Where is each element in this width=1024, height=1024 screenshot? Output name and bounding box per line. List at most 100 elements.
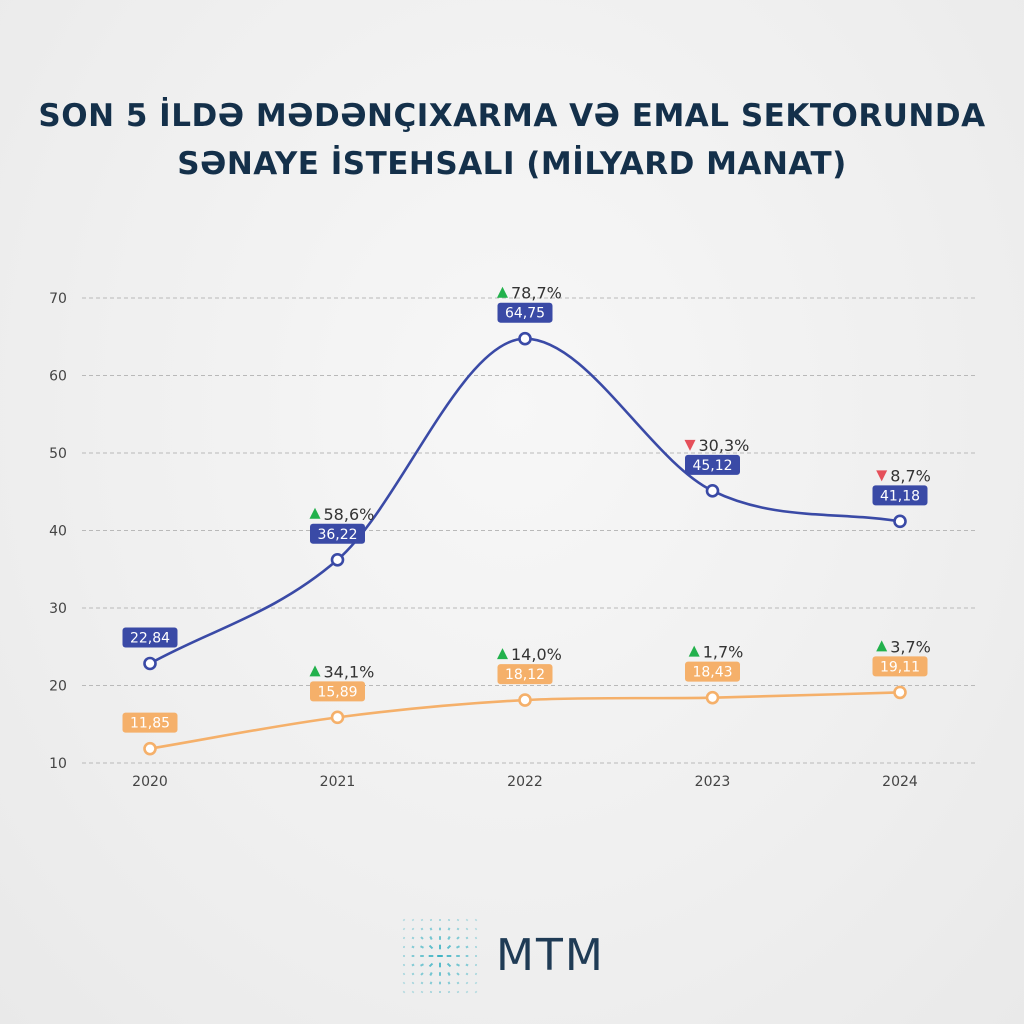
brand-logo: MTM — [398, 912, 638, 1002]
logo-dot — [439, 927, 441, 931]
logo-dot — [402, 963, 406, 967]
logo-dot — [439, 991, 441, 993]
data-label: 18,43 — [692, 665, 732, 681]
logo-dot — [420, 981, 424, 985]
up-arrow-icon — [688, 645, 700, 657]
data-point — [893, 514, 907, 529]
logo-dot — [411, 918, 415, 922]
data-point — [143, 741, 157, 756]
logo-dot — [474, 927, 478, 931]
data-label: 45,12 — [692, 458, 732, 474]
y-tick-label: 40 — [49, 524, 67, 540]
logo-dot — [402, 936, 406, 940]
value-badge — [497, 302, 553, 323]
x-tick-label: 2023 — [695, 774, 731, 790]
logo-dot — [420, 963, 424, 967]
logo-dot — [402, 945, 406, 949]
data-label: 64,75 — [505, 306, 545, 322]
logo-dot — [429, 936, 433, 940]
data-label: 15,89 — [317, 684, 357, 700]
brand-name: MTM — [496, 930, 605, 981]
change-label: 3,7% — [890, 637, 931, 656]
logo-dot — [474, 981, 478, 985]
logo-dot — [411, 936, 415, 940]
logo-dot — [465, 972, 469, 976]
logo-dot — [456, 945, 460, 949]
logo-dot — [439, 972, 441, 976]
logo-dot — [420, 936, 424, 940]
page-title: SON 5 İLDƏ MƏDƏNÇIXARMA VƏ EMAL SEKTORUN… — [0, 92, 1024, 188]
up-arrow-icon — [309, 665, 321, 677]
up-arrow-icon — [309, 507, 321, 519]
logo-dot — [402, 972, 406, 976]
x-tick-label: 2021 — [320, 774, 356, 790]
down-arrow-icon — [876, 470, 888, 482]
x-tick-label: 2022 — [507, 774, 543, 790]
value-badge — [872, 656, 928, 677]
logo-dot — [447, 981, 451, 985]
logo-dot — [420, 990, 424, 994]
logo-dot — [465, 990, 469, 994]
logo-dot — [456, 990, 460, 994]
logo-dot — [428, 944, 434, 950]
logo-dot — [402, 918, 406, 922]
logo-dot — [420, 927, 424, 931]
series-line-1 — [149, 337, 901, 665]
down-arrow-icon — [684, 439, 696, 451]
logo-dot — [447, 918, 451, 922]
logo-dot — [447, 972, 451, 976]
logo-dot — [420, 972, 424, 976]
logo-dot — [411, 927, 415, 931]
logo-dot — [456, 963, 460, 967]
logo-dot — [403, 955, 405, 957]
logo-dot — [428, 962, 434, 968]
data-point — [518, 331, 532, 346]
logo-dot — [446, 962, 452, 968]
logo-dot — [411, 981, 415, 985]
value-badge — [310, 523, 365, 544]
logo-dot — [420, 955, 424, 957]
value-badge — [497, 664, 553, 685]
logo-dot — [420, 945, 424, 949]
logo-dot — [439, 962, 441, 968]
logo-dot — [411, 963, 415, 967]
logo-dot — [456, 936, 460, 940]
data-label: 22,84 — [130, 630, 170, 646]
y-tick-label: 30 — [49, 601, 67, 617]
change-label: 8,7% — [890, 466, 931, 485]
logo-dot — [465, 963, 469, 967]
logo-dot — [465, 936, 469, 940]
change-label: 14,0% — [511, 645, 562, 664]
logo-dot — [411, 955, 415, 957]
logo-dot — [456, 972, 460, 976]
logo-dot — [402, 990, 406, 994]
change-label: 30,3% — [699, 436, 750, 455]
data-point — [330, 710, 345, 725]
data-label: 36,22 — [317, 527, 357, 543]
logo-dot — [439, 981, 441, 985]
value-badge — [872, 485, 928, 506]
data-point — [330, 552, 345, 567]
x-tick-label: 2020 — [132, 774, 168, 790]
logo-dot — [429, 918, 433, 922]
data-point — [518, 693, 532, 707]
value-badge — [685, 454, 740, 475]
data-point — [705, 484, 720, 498]
logo-dot — [456, 927, 460, 931]
y-tick-label: 60 — [49, 369, 67, 385]
logo-dot — [429, 990, 433, 994]
logo-dot — [475, 955, 477, 957]
logo-dot — [446, 955, 452, 957]
y-tick-label: 50 — [49, 446, 67, 462]
logo-dot — [474, 963, 478, 967]
title-line-1: SON 5 İLDƏ MƏDƏNÇIXARMA VƏ EMAL SEKTORUN… — [38, 98, 986, 134]
logo-dot — [465, 918, 469, 922]
logo-dot — [474, 945, 478, 949]
y-tick-label: 20 — [49, 679, 67, 695]
logo-dot — [439, 919, 441, 921]
logo-dot — [429, 981, 433, 985]
logo-dot — [429, 972, 433, 976]
logo-dot — [420, 918, 424, 922]
